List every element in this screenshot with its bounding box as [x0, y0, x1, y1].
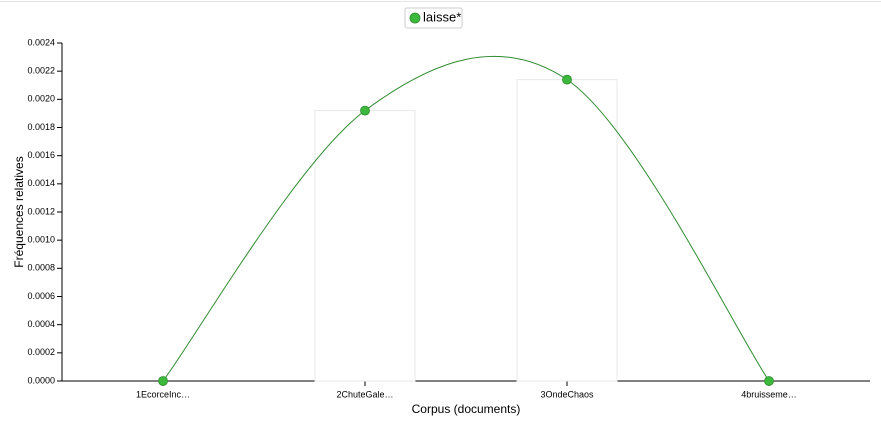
x-tick-label: 4bruisseme… [741, 389, 797, 399]
point [764, 376, 774, 386]
y-tick-label: 0.0020 [27, 94, 55, 104]
x-tick-label: 2ChuteGale… [336, 389, 393, 399]
x-tick-label: 1EcorceInc… [136, 389, 190, 399]
point [360, 105, 370, 116]
y-tick-label: 0.0018 [27, 122, 55, 132]
trend-line [162, 55, 770, 382]
y-tick-label: 0.0016 [27, 150, 55, 160]
y-axis-title: Fréquences relatives [12, 156, 26, 267]
y-tick-label: 0.0012 [27, 206, 55, 216]
bar [314, 110, 416, 382]
legend-marker [409, 12, 421, 24]
y-tick-label: 0.0004 [27, 319, 55, 329]
y-tick-label: 0.0024 [27, 37, 55, 47]
y-tick-label: 0.0000 [27, 375, 55, 385]
x-tick-label: 3OndeChaos [540, 389, 594, 399]
y-tick-label: 0.0014 [27, 178, 55, 188]
point [562, 74, 572, 85]
point [158, 376, 168, 386]
x-axis-title: Corpus (documents) [412, 402, 521, 416]
y-tick-label: 0.0002 [27, 347, 55, 357]
y-tick-label: 0.0022 [27, 66, 55, 76]
legend-box [404, 7, 463, 29]
legend-label: laisse* [423, 9, 461, 24]
bar [516, 79, 618, 382]
y-tick-label: 0.0006 [27, 291, 55, 301]
y-tick-label: 0.0010 [27, 235, 55, 245]
y-tick-label: 0.0008 [27, 263, 55, 273]
